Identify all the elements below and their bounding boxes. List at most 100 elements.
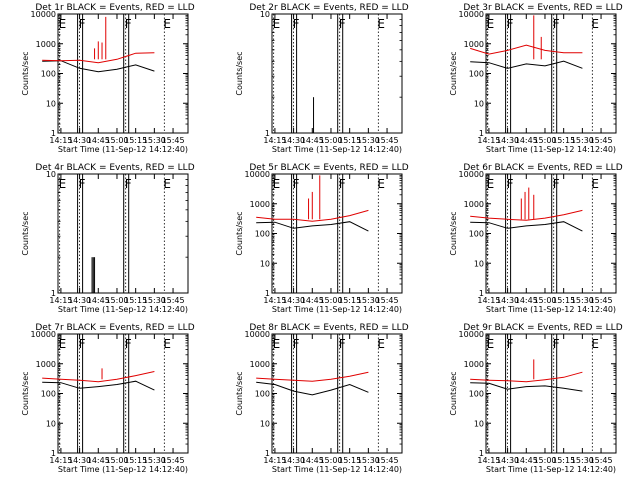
flag-label: E xyxy=(59,17,67,31)
x-tick-label: 15:15 xyxy=(552,136,575,145)
x-tick-label: 14:30 xyxy=(68,136,91,145)
detector-panel-6: Det 6r BLACK = Events, RED = LLD 1 10 100 10… xyxy=(449,163,623,314)
x-tick-label: 15:45 xyxy=(162,296,185,305)
x-axis-label: Start Time (11-Sep-12 14:12:40) xyxy=(58,465,188,474)
y-tick-label: 10 xyxy=(46,99,56,108)
y-axis-label: Counts/sec xyxy=(235,211,244,255)
y-tick-label: 100 xyxy=(469,230,484,239)
y-tick-label: 10 xyxy=(474,99,484,108)
x-tick-label: 15:30 xyxy=(571,136,594,145)
lld-series-line xyxy=(470,371,583,383)
x-tick-label: 14:45 xyxy=(87,136,110,145)
x-tick-label: 15:15 xyxy=(552,456,575,465)
y-axis-label: Counts/sec xyxy=(21,371,30,415)
flag-label: E xyxy=(273,337,281,351)
flag-label: E xyxy=(377,177,385,191)
panel-title: Det 9r BLACK = Events, RED = LLD xyxy=(463,323,622,333)
x-tick-label: 14:15 xyxy=(263,456,286,465)
x-tick-label: 15:45 xyxy=(590,456,613,465)
lld-series-line xyxy=(42,371,155,383)
x-tick-label: 14:45 xyxy=(301,136,324,145)
x-axis-label: Start Time (11-Sep-12 14:12:40) xyxy=(272,305,402,314)
x-tick-label: 15:45 xyxy=(376,296,399,305)
y-tick-label: 1000 xyxy=(464,40,484,49)
y-tick-label: 100 xyxy=(41,390,56,399)
y-tick-label: 10000 xyxy=(31,330,56,339)
x-tick-label: 14:30 xyxy=(282,456,305,465)
y-tick-label: 1 xyxy=(479,289,484,298)
x-tick-label: 15:45 xyxy=(590,136,613,145)
x-tick-label: 14:30 xyxy=(68,456,91,465)
y-tick-label: 10000 xyxy=(245,170,270,179)
x-tick-label: 14:30 xyxy=(496,136,519,145)
y-tick-label: 1 xyxy=(51,289,56,298)
flag-label: E xyxy=(163,337,171,351)
x-tick-label: 14:30 xyxy=(496,296,519,305)
x-tick-label: 15:00 xyxy=(533,456,556,465)
x-axis-label: Start Time (11-Sep-12 14:12:40) xyxy=(486,145,616,154)
flag-label: E xyxy=(163,17,171,31)
events-series-line xyxy=(256,221,369,232)
y-tick-label: 1000 xyxy=(36,360,56,369)
y-tick-label: 10 xyxy=(46,419,56,428)
x-tick-label: 15:15 xyxy=(338,296,361,305)
x-axis-label: Start Time (11-Sep-12 14:12:40) xyxy=(58,305,188,314)
x-tick-label: 15:00 xyxy=(533,296,556,305)
x-tick-label: 15:00 xyxy=(533,136,556,145)
panel-title: Det 8r BLACK = Events, RED = LLD xyxy=(249,323,408,333)
x-tick-label: 15:15 xyxy=(124,456,147,465)
flag-label: E xyxy=(377,17,385,31)
y-tick-label: 1 xyxy=(51,449,56,458)
plot-frame xyxy=(271,13,403,134)
flag-label: F xyxy=(507,337,514,351)
x-tick-label: 14:45 xyxy=(87,456,110,465)
flag-label: E xyxy=(273,177,281,191)
x-tick-label: 15:30 xyxy=(571,456,594,465)
x-tick-label: 15:45 xyxy=(376,136,399,145)
y-tick-label: 1000 xyxy=(250,360,270,369)
flag-label: E xyxy=(273,17,281,31)
flag-label: E xyxy=(487,17,495,31)
x-tick-label: 15:15 xyxy=(124,296,147,305)
x-tick-label: 15:15 xyxy=(338,136,361,145)
x-tick-label: 15:00 xyxy=(319,136,342,145)
y-tick-label: 1 xyxy=(265,449,270,458)
panel-title: Det 6r BLACK = Events, RED = LLD xyxy=(463,163,622,173)
events-series-line xyxy=(256,381,369,396)
detector-panel-5: Det 5r BLACK = Events, RED = LLD 1 10 100 10… xyxy=(235,163,409,314)
x-tick-label: 15:00 xyxy=(319,296,342,305)
x-tick-label: 15:00 xyxy=(105,456,128,465)
events-series-line xyxy=(470,221,583,232)
y-tick-label: 100 xyxy=(255,230,270,239)
y-axis-label: Counts/sec xyxy=(449,51,458,95)
flag-label: E xyxy=(487,337,495,351)
x-tick-label: 15:30 xyxy=(143,456,166,465)
x-tick-label: 15:15 xyxy=(552,296,575,305)
panel-title: Det 3r BLACK = Events, RED = LLD xyxy=(463,3,622,13)
detector-panel-7: Det 7r BLACK = Events, RED = LLD 1 10 100 10… xyxy=(21,323,195,474)
y-tick-label: 100 xyxy=(469,390,484,399)
y-tick-label: 1 xyxy=(265,289,270,298)
events-series-line xyxy=(42,380,155,391)
y-axis-label: Counts/sec xyxy=(21,211,30,255)
x-tick-label: 15:30 xyxy=(143,296,166,305)
y-tick-label: 10000 xyxy=(459,10,484,19)
y-tick-label: 1000 xyxy=(464,200,484,209)
panel-title: Det 1r BLACK = Events, RED = LLD xyxy=(35,3,194,13)
x-tick-label: 15:45 xyxy=(376,456,399,465)
flag-label: E xyxy=(591,177,599,191)
flag-label: E xyxy=(591,17,599,31)
flag-label: E xyxy=(377,337,385,351)
x-tick-label: 14:15 xyxy=(477,296,500,305)
y-tick-label: 10 xyxy=(46,170,56,179)
x-tick-label: 14:15 xyxy=(263,136,286,145)
panel-title: Det 7r BLACK = Events, RED = LLD xyxy=(35,323,194,333)
y-axis-label: Counts/sec xyxy=(235,51,244,95)
x-tick-label: 14:45 xyxy=(301,296,324,305)
lld-series-line xyxy=(42,52,155,64)
x-tick-label: 14:45 xyxy=(87,296,110,305)
x-tick-label: 14:15 xyxy=(263,296,286,305)
panel-title: Det 4r BLACK = Events, RED = LLD xyxy=(35,163,194,173)
flag-label: F xyxy=(507,177,514,191)
flag-label: E xyxy=(163,177,171,191)
